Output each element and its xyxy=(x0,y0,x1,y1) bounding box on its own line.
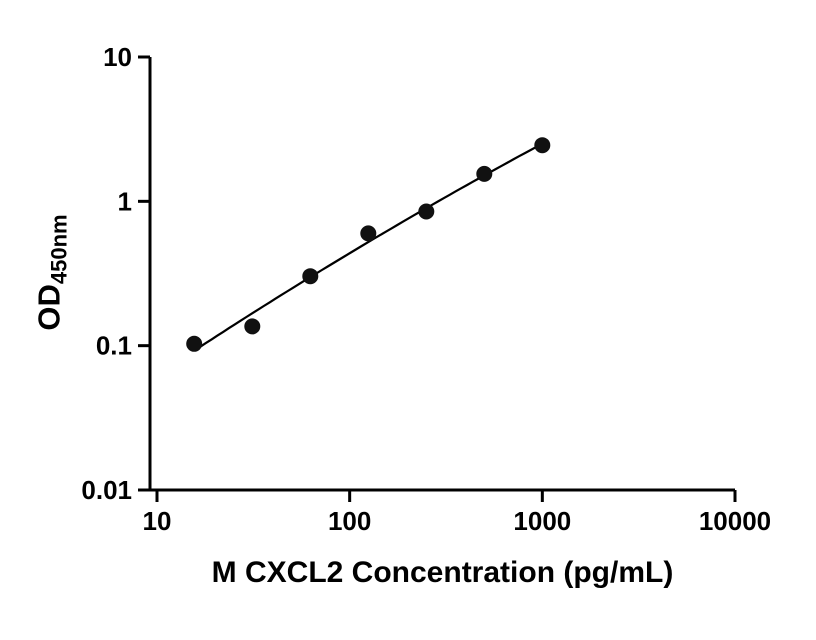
data-point xyxy=(302,268,319,285)
y-axis-tick-label: 1 xyxy=(118,186,132,216)
y-axis-tick-label: 0.01 xyxy=(81,475,132,505)
data-point xyxy=(186,335,203,352)
data-point xyxy=(360,225,377,242)
data-point xyxy=(476,165,493,182)
y-axis-title-subscript: 450nm xyxy=(46,214,72,285)
x-axis-title: M CXCL2 Concentration (pg/mL) xyxy=(211,556,674,589)
x-axis-tick-label: 100 xyxy=(328,506,371,536)
y-axis-title: OD450nm xyxy=(32,161,73,385)
x-axis-tick-label: 1000 xyxy=(513,506,571,536)
x-axis-tick-label: 10 xyxy=(143,506,172,536)
data-point xyxy=(534,137,551,154)
y-axis-tick-label: 10 xyxy=(103,42,132,72)
x-axis-tick-label: 10000 xyxy=(699,506,771,536)
data-point xyxy=(418,203,435,220)
y-axis-title-main: OD xyxy=(31,284,67,331)
y-axis-tick-label: 0.1 xyxy=(96,331,132,361)
data-point xyxy=(244,318,261,335)
